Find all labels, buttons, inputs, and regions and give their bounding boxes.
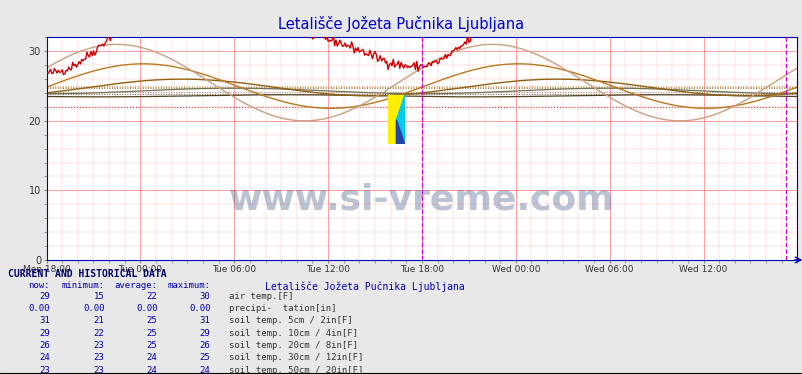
Text: Letališče Jožeta Pučnika Ljubljana: Letališče Jožeta Pučnika Ljubljana — [278, 16, 524, 32]
Text: average:: average: — [114, 281, 157, 290]
Text: 24: 24 — [200, 366, 210, 374]
Text: 29: 29 — [39, 292, 50, 301]
Text: 21: 21 — [94, 316, 104, 325]
Text: 30: 30 — [200, 292, 210, 301]
Text: 23: 23 — [94, 353, 104, 362]
Text: 22: 22 — [94, 329, 104, 338]
Text: 24: 24 — [147, 366, 157, 374]
Text: 26: 26 — [39, 341, 50, 350]
Text: 31: 31 — [39, 316, 50, 325]
Text: 22: 22 — [147, 292, 157, 301]
Text: www.si-vreme.com: www.si-vreme.com — [229, 183, 614, 217]
Text: soil temp. 5cm / 2in[F]: soil temp. 5cm / 2in[F] — [229, 316, 352, 325]
Text: 24: 24 — [39, 353, 50, 362]
Text: 24: 24 — [147, 353, 157, 362]
Text: soil temp. 30cm / 12in[F]: soil temp. 30cm / 12in[F] — [229, 353, 363, 362]
Text: soil temp. 10cm / 4in[F]: soil temp. 10cm / 4in[F] — [229, 329, 358, 338]
Text: 23: 23 — [94, 366, 104, 374]
Text: maximum:: maximum: — [167, 281, 210, 290]
Text: 29: 29 — [200, 329, 210, 338]
Text: now:: now: — [28, 281, 50, 290]
Text: soil temp. 50cm / 20in[F]: soil temp. 50cm / 20in[F] — [229, 366, 363, 374]
Text: 0.00: 0.00 — [188, 304, 210, 313]
Text: 25: 25 — [147, 329, 157, 338]
Text: 0.00: 0.00 — [83, 304, 104, 313]
Text: 0.00: 0.00 — [28, 304, 50, 313]
Text: 25: 25 — [147, 316, 157, 325]
Text: soil temp. 20cm / 8in[F]: soil temp. 20cm / 8in[F] — [229, 341, 358, 350]
Text: 26: 26 — [200, 341, 210, 350]
Text: 29: 29 — [39, 329, 50, 338]
Text: 23: 23 — [39, 366, 50, 374]
Text: 23: 23 — [94, 341, 104, 350]
Text: CURRENT AND HISTORICAL DATA: CURRENT AND HISTORICAL DATA — [8, 269, 167, 279]
Text: minimum:: minimum: — [61, 281, 104, 290]
Text: Letališče Jožeta Pučnika Ljubljana: Letališče Jožeta Pučnika Ljubljana — [265, 281, 464, 292]
Text: 25: 25 — [147, 341, 157, 350]
Text: 25: 25 — [200, 353, 210, 362]
Text: air temp.[F]: air temp.[F] — [229, 292, 293, 301]
Text: 0.00: 0.00 — [136, 304, 157, 313]
Text: 15: 15 — [94, 292, 104, 301]
Text: 31: 31 — [200, 316, 210, 325]
Text: precipi-  tation[in]: precipi- tation[in] — [229, 304, 336, 313]
